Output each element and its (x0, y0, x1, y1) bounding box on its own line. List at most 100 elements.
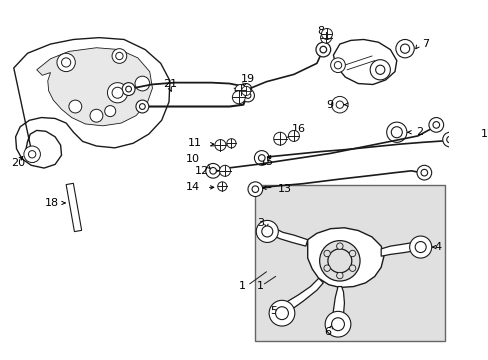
Text: 21: 21 (163, 78, 177, 89)
Polygon shape (307, 228, 383, 288)
Circle shape (330, 58, 345, 72)
Circle shape (369, 60, 389, 80)
Circle shape (241, 89, 254, 102)
Circle shape (244, 93, 250, 98)
Circle shape (414, 242, 426, 253)
Polygon shape (381, 242, 415, 256)
Circle shape (24, 146, 41, 163)
Ellipse shape (459, 132, 476, 141)
Circle shape (205, 163, 220, 178)
Circle shape (254, 150, 268, 165)
Polygon shape (14, 38, 169, 168)
Text: 11: 11 (188, 138, 202, 148)
Circle shape (135, 76, 149, 91)
Text: 2: 2 (415, 127, 422, 137)
Circle shape (428, 118, 443, 132)
Circle shape (241, 86, 250, 95)
Text: 7: 7 (422, 39, 429, 49)
Circle shape (323, 250, 330, 257)
Polygon shape (270, 228, 307, 246)
Text: 8: 8 (316, 26, 324, 36)
Circle shape (459, 130, 467, 138)
Circle shape (420, 169, 427, 176)
Circle shape (258, 155, 264, 161)
Circle shape (28, 150, 36, 158)
Bar (255, 185, 444, 341)
Circle shape (235, 85, 245, 95)
Text: 17: 17 (480, 129, 488, 139)
Circle shape (112, 87, 123, 98)
Circle shape (335, 101, 343, 108)
Polygon shape (333, 40, 396, 85)
Circle shape (112, 49, 126, 63)
Circle shape (446, 136, 452, 143)
Circle shape (331, 318, 344, 330)
Circle shape (432, 122, 439, 128)
Circle shape (375, 65, 384, 75)
Text: 1: 1 (239, 281, 245, 291)
Circle shape (416, 165, 431, 180)
Circle shape (400, 44, 409, 53)
Polygon shape (37, 48, 152, 126)
Circle shape (217, 182, 226, 191)
Circle shape (240, 84, 251, 95)
Circle shape (336, 243, 343, 249)
Circle shape (390, 127, 402, 138)
Polygon shape (332, 287, 344, 320)
Circle shape (386, 122, 406, 142)
Circle shape (139, 104, 145, 109)
Text: 18: 18 (44, 198, 59, 208)
Circle shape (348, 250, 355, 257)
Circle shape (409, 236, 431, 258)
Text: 15: 15 (259, 157, 273, 167)
Circle shape (288, 130, 299, 141)
Circle shape (243, 87, 248, 91)
Circle shape (136, 100, 148, 113)
Circle shape (325, 311, 350, 337)
Circle shape (261, 226, 272, 237)
Text: 20: 20 (11, 158, 25, 168)
Text: 6: 6 (324, 327, 331, 337)
Circle shape (209, 167, 216, 174)
Circle shape (275, 307, 288, 320)
Circle shape (336, 272, 343, 279)
Polygon shape (281, 278, 323, 311)
Text: 12: 12 (194, 166, 208, 176)
Text: 19: 19 (241, 74, 255, 84)
Circle shape (327, 249, 351, 273)
Circle shape (107, 83, 127, 103)
Circle shape (319, 46, 326, 53)
Circle shape (215, 140, 225, 150)
Circle shape (323, 265, 330, 271)
Circle shape (232, 91, 245, 104)
Circle shape (319, 240, 359, 281)
Circle shape (273, 132, 286, 145)
Text: 1: 1 (256, 281, 263, 291)
Text: 13: 13 (277, 184, 291, 194)
Circle shape (90, 109, 102, 122)
Circle shape (256, 220, 278, 242)
Circle shape (104, 105, 116, 117)
Circle shape (331, 96, 347, 113)
Circle shape (442, 132, 456, 147)
Circle shape (116, 52, 123, 60)
Circle shape (268, 300, 294, 326)
Bar (66, 183, 81, 231)
Circle shape (57, 53, 75, 72)
Circle shape (455, 126, 471, 142)
Circle shape (315, 42, 330, 57)
Text: 10: 10 (185, 154, 200, 164)
Circle shape (122, 83, 135, 95)
Text: 16: 16 (291, 125, 305, 135)
Circle shape (321, 28, 332, 40)
Circle shape (226, 139, 236, 148)
Text: 5: 5 (270, 306, 277, 316)
Text: 4: 4 (434, 242, 441, 252)
Circle shape (125, 86, 131, 92)
Circle shape (320, 32, 331, 43)
Circle shape (69, 100, 81, 113)
Circle shape (61, 58, 71, 67)
Circle shape (219, 165, 230, 176)
Circle shape (348, 265, 355, 271)
Circle shape (395, 40, 413, 58)
